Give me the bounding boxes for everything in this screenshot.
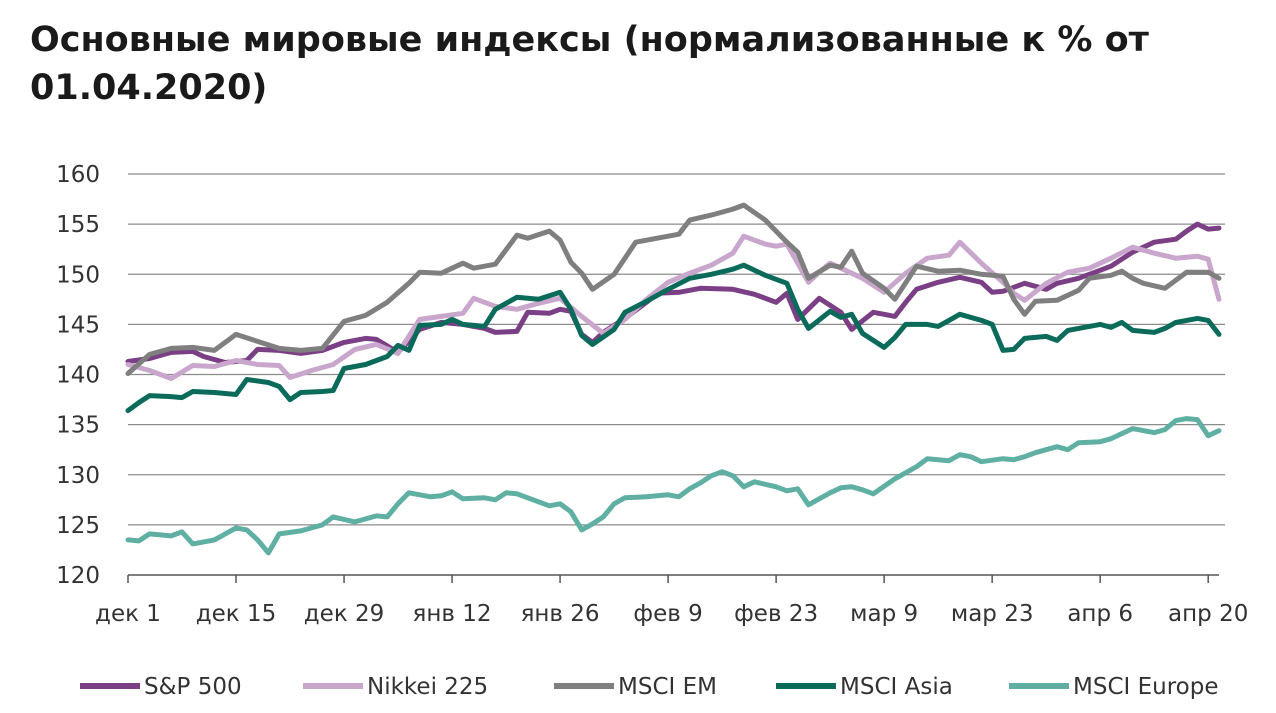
series-line — [125, 262, 1222, 414]
x-tick-label: янв 12 — [413, 601, 492, 627]
y-tick-label: 140 — [56, 363, 100, 389]
x-tick-label: фев 23 — [734, 601, 818, 627]
legend-label: MSCI Europe — [1073, 674, 1218, 700]
x-tick-label: апр 6 — [1067, 601, 1133, 627]
x-tick-label: апр 20 — [1168, 601, 1248, 627]
y-tick-label: 135 — [56, 413, 100, 439]
y-tick-label: 155 — [56, 212, 100, 238]
x-tick-label: дек 29 — [304, 601, 385, 627]
y-tick-label: 130 — [56, 463, 100, 489]
legend-label: MSCI EM — [618, 674, 717, 700]
x-tick-label: дек 15 — [196, 601, 277, 627]
series-line — [125, 416, 1222, 556]
x-tick-label: фев 9 — [633, 601, 702, 627]
legend: S&P 500 Nikkei 225 MSCI EM MSCI Asia MSCI Eu… — [80, 674, 1218, 700]
y-tick-label: 125 — [56, 513, 100, 539]
x-tick-label: мар 9 — [850, 601, 918, 627]
chart-title: Основные мировые индексы (нормализованны… — [30, 20, 1149, 108]
legend-label: MSCI Asia — [840, 674, 953, 700]
gridlines — [128, 173, 1225, 526]
y-tick-label: 120 — [56, 563, 100, 589]
series-line — [125, 233, 1222, 381]
y-tick-label: 145 — [56, 312, 100, 338]
series-line — [125, 202, 1222, 376]
x-tick-label: янв 26 — [521, 601, 600, 627]
legend-label: Nikkei 225 — [367, 674, 488, 700]
series-line — [125, 221, 1222, 365]
x-axis: дек 1 дек 15 дек 29 янв 12 янв 26 фев 9 фев 23… — [95, 574, 1248, 627]
y-axis: 120 125 130 135 140 145 150 155 160 — [56, 162, 100, 589]
x-tick-label: дек 1 — [95, 601, 161, 627]
x-tick-label: мар 23 — [951, 601, 1034, 627]
series-lines — [125, 202, 1222, 556]
y-tick-label: 160 — [56, 162, 100, 188]
legend-label: S&P 500 — [144, 674, 242, 700]
y-tick-label: 150 — [56, 262, 100, 288]
